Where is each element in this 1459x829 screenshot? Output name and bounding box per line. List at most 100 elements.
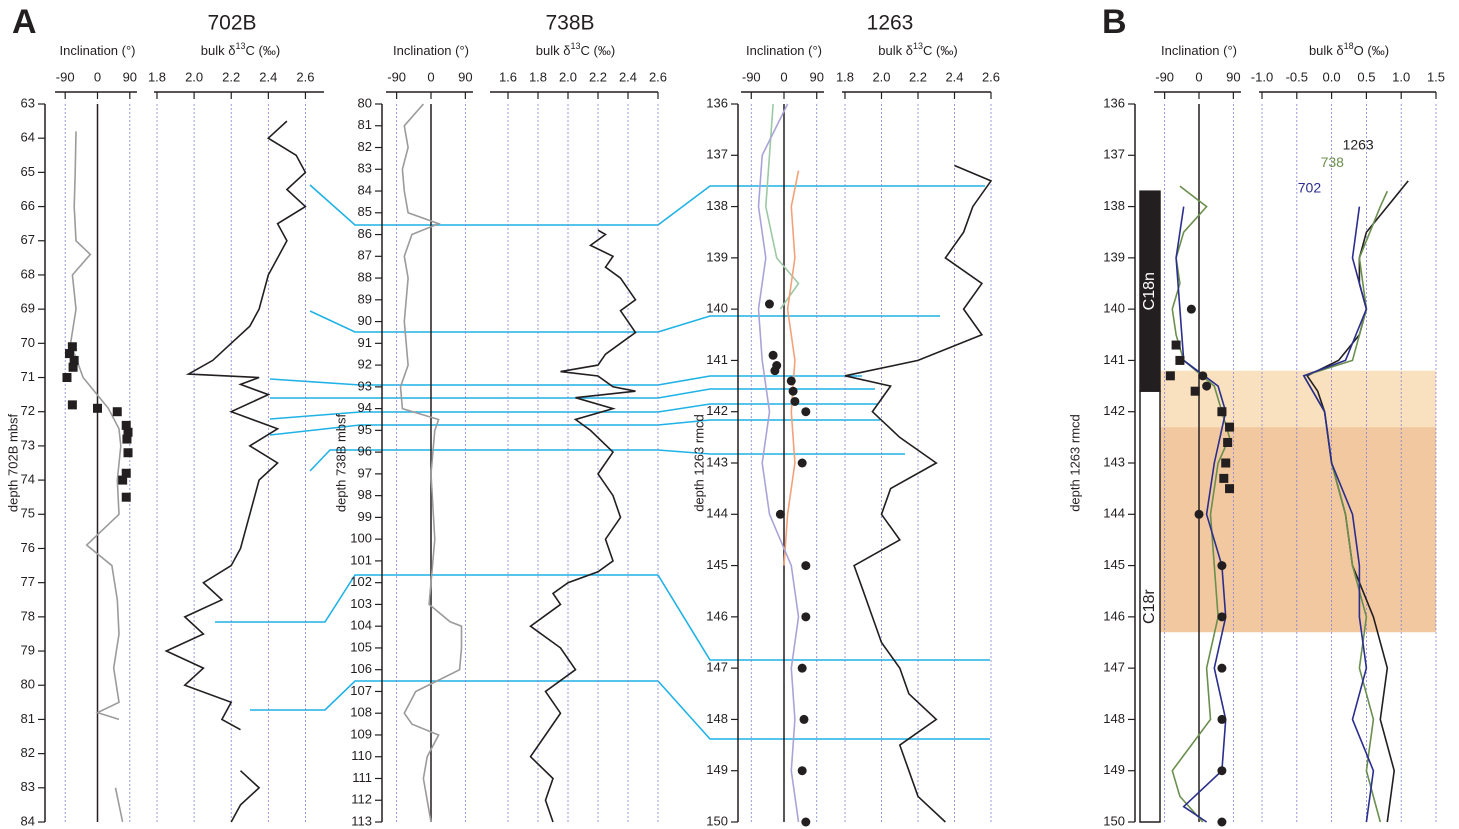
y-tick-label: 86 <box>358 226 372 241</box>
data-dot <box>770 366 780 376</box>
tie-line <box>250 680 658 711</box>
data-dot <box>799 714 809 724</box>
data-square <box>1175 355 1185 365</box>
data-line <box>69 131 124 823</box>
tie-line <box>657 403 878 413</box>
subplot: -90 0 90 Inclination (°) 738B 80 81 82 83 84 85 86 8… <box>333 12 594 829</box>
data-line <box>529 229 637 823</box>
data-dot <box>786 376 796 386</box>
data-square <box>112 407 122 417</box>
x-tick-label: 0.0 <box>1323 69 1341 84</box>
data-line <box>1302 206 1375 823</box>
y-tick-label: 139 <box>1103 249 1125 264</box>
y-tick-label: 84 <box>358 182 372 197</box>
y-tick-label: 64 <box>21 130 35 145</box>
x-tick-label: 0 <box>1195 69 1202 84</box>
y-tick-label: 150 <box>706 813 728 828</box>
data-square <box>123 427 133 437</box>
series-label: 738 <box>1321 154 1345 170</box>
y-tick-label: 68 <box>21 266 35 281</box>
data-square <box>93 403 102 413</box>
data-dot <box>797 458 807 468</box>
data-dot <box>1186 304 1196 314</box>
y-tick-label: 101 <box>350 552 372 567</box>
x-tick-label: 2.2 <box>909 69 927 84</box>
label-part: C (‰) <box>581 43 616 58</box>
data-dot <box>1198 371 1208 381</box>
data-dot <box>797 766 807 776</box>
chron-box <box>1139 390 1161 823</box>
x-tick-label: 2.2 <box>222 69 240 84</box>
x-tick-label: 2.0 <box>185 69 203 84</box>
data-square <box>1165 371 1175 381</box>
superscript: 13 <box>571 41 581 51</box>
x-tick-label: 1.5 <box>1427 69 1445 84</box>
label-part: bulk δ <box>1309 43 1344 58</box>
subplot: -1.0 -0.5 0.0 0.5 1.0 1.5 bulk δ18O (‰) 1263738… <box>1251 41 1445 823</box>
data-square <box>1223 437 1233 447</box>
subplot: -90 0 90 Inclination (°) 702B 63 64 65 66 67 68 69 7… <box>5 12 256 829</box>
y-tick-label: 147 <box>706 660 728 675</box>
x-tick-label: 2.6 <box>649 69 667 84</box>
y-tick-label: 113 <box>351 813 372 828</box>
y-tick-label: 81 <box>21 711 35 726</box>
y-tick-label: 147 <box>1103 660 1125 675</box>
y-tick-label: 140 <box>706 301 728 316</box>
data-dot <box>1217 612 1227 622</box>
y-tick-label: 137 <box>706 147 728 162</box>
label-part: Inclination (°) <box>393 43 469 58</box>
chron-label: C18r <box>1141 589 1158 624</box>
site-heading: 738B <box>545 12 594 35</box>
data-dot <box>801 817 811 827</box>
subplot: 1.8 2.0 2.2 2.4 2.6 bulk δ13C (‰) <box>836 41 1000 823</box>
x-tick-label: 2.6 <box>982 69 1000 84</box>
x-axis-label: Inclination (°) <box>393 43 469 58</box>
y-tick-label: 71 <box>21 369 35 384</box>
tie-line <box>657 185 985 226</box>
y-tick-label: 96 <box>358 444 372 459</box>
x-tick-label: 2.4 <box>619 69 637 84</box>
label-part: Inclination (°) <box>746 43 822 58</box>
data-dot <box>768 350 778 360</box>
y-tick-label: 80 <box>358 95 372 110</box>
x-tick-label: 2.6 <box>296 69 314 84</box>
y-tick-label: 83 <box>21 779 35 794</box>
y-tick-label: 95 <box>358 422 372 437</box>
data-square <box>64 349 74 359</box>
data-square <box>121 492 131 502</box>
data-dot <box>1217 817 1227 827</box>
y-tick-label: 77 <box>21 574 35 589</box>
subplot: C18n C18r -90 0 90 Inclination (°) 136 137 138 13… <box>1067 43 1436 828</box>
y-tick-label: 74 <box>21 472 35 487</box>
data-dot <box>1217 663 1227 673</box>
y-tick-label: 150 <box>1103 813 1125 828</box>
y-tick-label: 142 <box>706 403 728 418</box>
label-part: bulk δ <box>878 43 913 58</box>
x-tick-label: 1.8 <box>836 69 854 84</box>
chron-label: C18n <box>1141 272 1158 310</box>
data-line <box>844 164 993 823</box>
data-line <box>764 103 800 310</box>
label-part: Inclination (°) <box>1161 43 1237 58</box>
x-tick-label: 2.0 <box>559 69 577 84</box>
data-dot <box>797 663 807 673</box>
y-tick-label: 145 <box>706 557 728 572</box>
y-tick-label: 82 <box>21 745 35 760</box>
x-tick-label: -90 <box>387 69 406 84</box>
y-tick-label: 107 <box>350 683 372 698</box>
data-square <box>69 355 79 365</box>
y-tick-label: 145 <box>1103 557 1125 572</box>
label-part: bulk δ <box>201 43 236 58</box>
y-tick-label: 78 <box>21 608 35 623</box>
y-tick-label: 139 <box>706 249 728 264</box>
label-part: C (‰) <box>246 43 281 58</box>
y-tick-label: 149 <box>706 762 728 777</box>
x-axis-label: bulk δ13C (‰) <box>201 41 280 58</box>
tie-line <box>657 680 990 740</box>
x-tick-label: 90 <box>809 69 823 84</box>
y-tick-label: 136 <box>1103 95 1125 110</box>
y-tick-label: 140 <box>1103 301 1125 316</box>
data-square <box>121 468 131 478</box>
y-tick-label: 90 <box>358 313 372 328</box>
data-square <box>1225 484 1235 494</box>
